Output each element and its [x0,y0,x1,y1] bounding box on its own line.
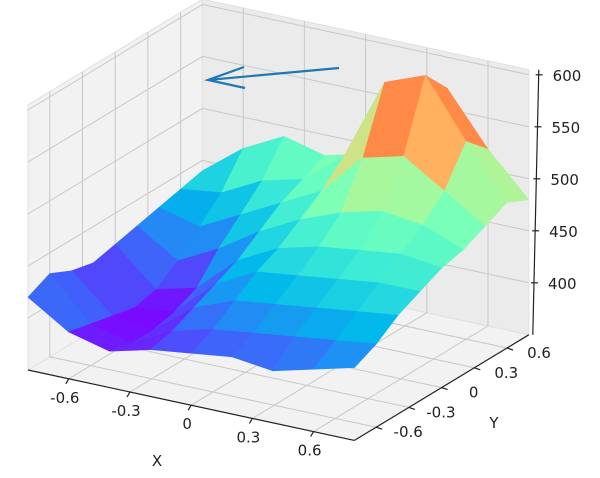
annotation-arrow [204,65,340,90]
y-tick-label: -0.6 [394,423,423,441]
x-tick [126,391,131,398]
y-tick [506,347,514,351]
y-tick [376,426,383,430]
surface [27,74,530,372]
surface-patch [312,340,377,370]
y-gridline [49,91,377,428]
arrow-shaft [207,66,340,82]
z-tick-label: 550 [552,119,581,137]
y-axis-label: Y [488,414,499,432]
x-tick [187,404,192,411]
z-tick-label: 500 [550,171,579,189]
y-tick [474,367,481,371]
z-tick-label: 450 [549,223,578,241]
x-tick-label: 0.3 [236,428,260,446]
y-tick [408,406,416,410]
axis-lines [27,69,543,441]
tick-labels: -0.6-0.300.30.6-0.6-0.300.30.64004505005… [50,67,581,460]
z-axis-line [532,69,540,335]
z-tick-label: 600 [553,67,582,85]
x-tick [65,378,70,385]
y-tick-label: 0.6 [527,344,551,362]
y-tick [441,387,448,391]
x-tick-label: 0 [182,415,192,433]
x-tick [248,418,253,424]
y-tick-label: 0 [469,384,479,402]
y-tick-label: 0.3 [494,364,518,382]
y-axis-line [354,334,530,441]
x-tick-label: 0.6 [298,442,322,460]
x-axis-label: X [152,452,162,470]
arrow-head [204,65,246,90]
z-gridline [27,3,529,111]
x-tick-label: -0.6 [50,389,79,407]
x-tick-label: -0.3 [111,402,140,420]
y-tick-label: -0.3 [426,403,455,421]
z-tick-label: 400 [548,275,577,293]
x-tick [310,431,315,437]
